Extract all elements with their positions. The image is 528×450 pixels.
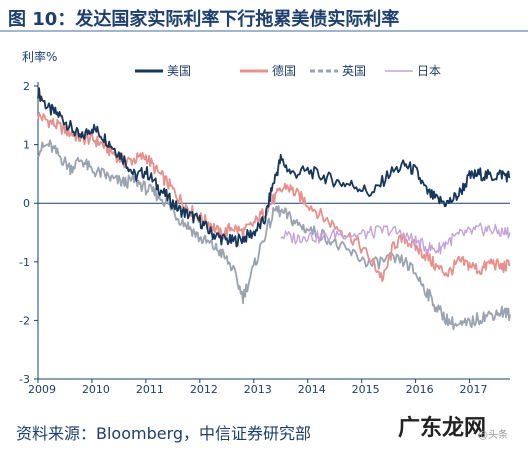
- watermark: 广东龙网 @头条: [382, 404, 522, 446]
- source-note: 资料来源：Bloomberg，中信证券研究部: [16, 424, 312, 443]
- x-tick-label-7: 2016: [406, 383, 434, 396]
- x-tick-label-6: 2015: [352, 383, 380, 396]
- chart-container: 利率% 美国 德国 英国 日本 2 1 0 -1 -2 -3 2009 2010 2011 2012 20…: [0, 34, 528, 414]
- y-tick-label-2: 0: [23, 197, 30, 210]
- y-tick-label-4: -2: [19, 314, 30, 327]
- watermark-text: 广东龙网: [398, 416, 487, 441]
- series-line-2: [37, 139, 511, 331]
- x-tick-label-1: 2010: [82, 383, 110, 396]
- watermark-sub: @头条: [478, 430, 508, 441]
- x-tick-label-2: 2011: [136, 383, 164, 396]
- x-tick-label-5: 2014: [298, 383, 326, 396]
- x-tick-label-0: 2009: [28, 383, 56, 396]
- legend-label-3: 日本: [417, 64, 441, 78]
- legend-label-0: 美国: [167, 64, 191, 78]
- y-tick-label-1: 1: [23, 139, 30, 152]
- legend-label-2: 英国: [342, 64, 366, 78]
- figure-title: 图 10：发达国家实际利率下行拖累美债实际利率: [8, 9, 400, 30]
- figure-title-bar: 图 10：发达国家实际利率下行拖累美债实际利率: [0, 0, 528, 32]
- x-tick-label-4: 2013: [244, 383, 272, 396]
- y-tick-label-5: -3: [19, 373, 30, 386]
- legend-label-1: 德国: [272, 63, 296, 78]
- x-tick-label-3: 2012: [190, 383, 218, 396]
- y-tick-label-3: -1: [19, 256, 30, 269]
- series-line-0: [37, 87, 511, 248]
- series-line-1: [37, 111, 511, 283]
- series-line-3: [280, 222, 511, 255]
- y-tick-label-0: 2: [23, 80, 30, 93]
- x-tick-label-8: 2017: [460, 383, 488, 396]
- y-axis-label: 利率%: [22, 49, 57, 64]
